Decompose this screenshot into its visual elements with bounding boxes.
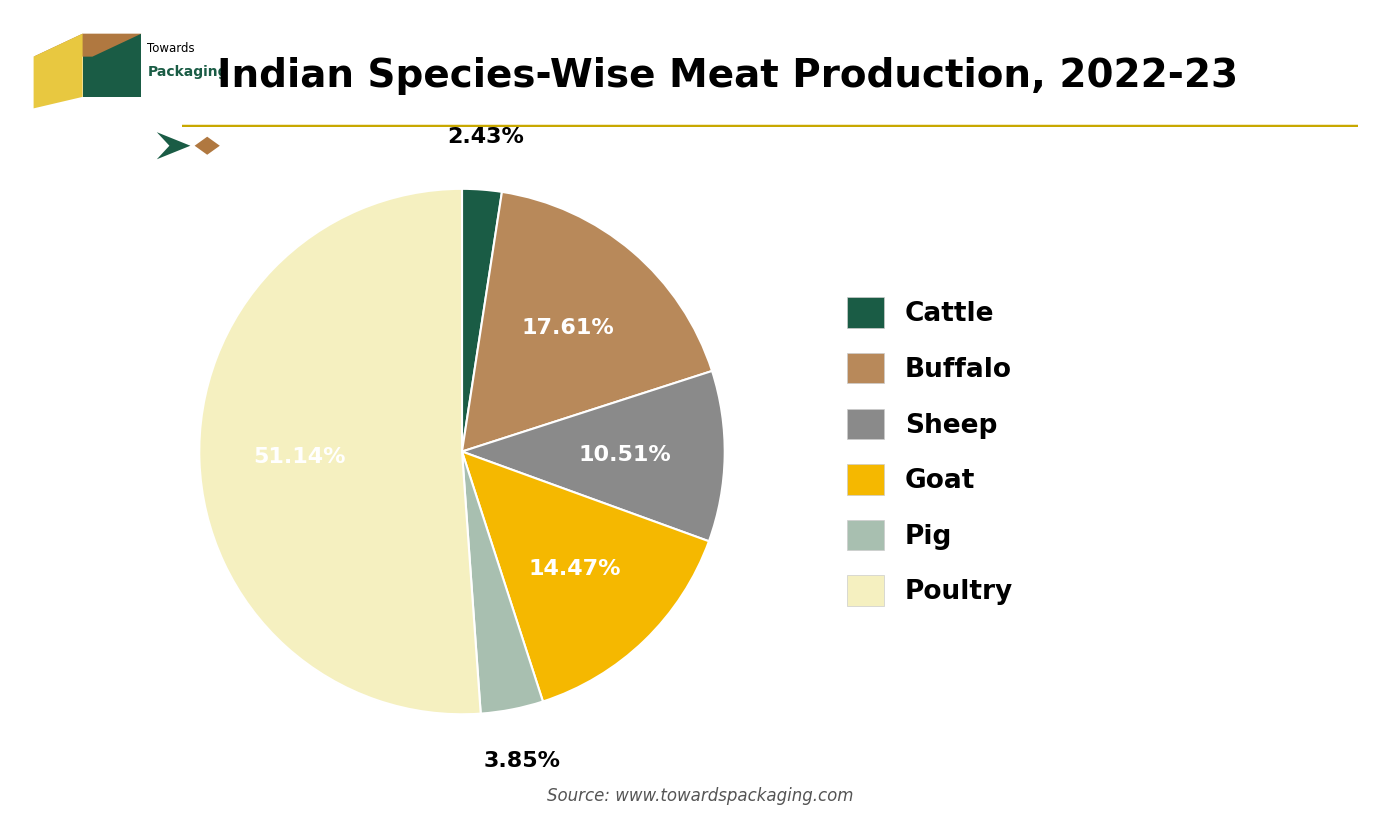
Text: 14.47%: 14.47% (529, 559, 622, 579)
Wedge shape (462, 192, 713, 452)
Wedge shape (462, 371, 725, 541)
Polygon shape (34, 34, 83, 108)
Wedge shape (462, 452, 543, 713)
Polygon shape (34, 34, 141, 57)
Text: Indian Species-Wise Meat Production, 2022-23: Indian Species-Wise Meat Production, 202… (217, 57, 1239, 95)
Polygon shape (157, 132, 190, 159)
Wedge shape (462, 189, 503, 452)
Text: 2.43%: 2.43% (448, 127, 525, 147)
Text: Packaging: Packaging (147, 65, 228, 79)
Text: 3.85%: 3.85% (484, 751, 561, 771)
Text: 10.51%: 10.51% (578, 444, 671, 465)
Text: 51.14%: 51.14% (253, 447, 346, 467)
Legend: Cattle, Buffalo, Sheep, Goat, Pig, Poultry: Cattle, Buffalo, Sheep, Goat, Pig, Poult… (836, 287, 1023, 617)
Wedge shape (199, 189, 480, 714)
Text: 17.61%: 17.61% (521, 318, 615, 337)
Polygon shape (83, 34, 141, 97)
Wedge shape (462, 452, 708, 701)
Polygon shape (195, 136, 220, 154)
Text: Source: www.towardspackaging.com: Source: www.towardspackaging.com (547, 787, 853, 805)
Text: Towards: Towards (147, 42, 195, 55)
